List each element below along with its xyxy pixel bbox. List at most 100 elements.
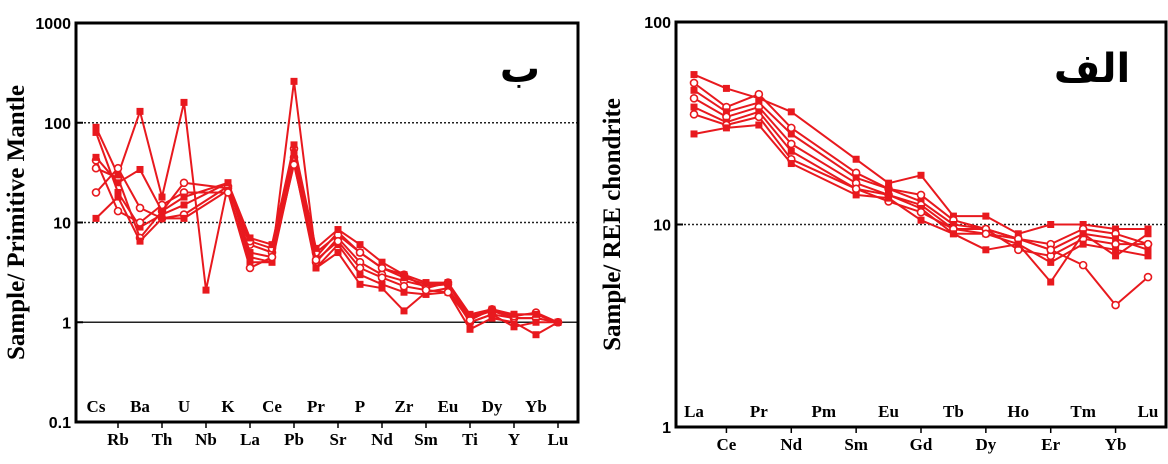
data-point bbox=[755, 108, 763, 116]
data-point bbox=[135, 203, 145, 213]
data-point bbox=[852, 191, 860, 199]
y-tick-label: 1000 bbox=[35, 16, 71, 33]
data-point bbox=[917, 216, 925, 224]
data-point bbox=[554, 318, 562, 326]
data-point bbox=[400, 307, 408, 315]
data-point bbox=[722, 124, 730, 132]
data-point bbox=[378, 284, 386, 292]
data-point bbox=[1014, 230, 1022, 238]
data-point bbox=[532, 310, 540, 318]
series-line bbox=[95, 143, 559, 324]
spider-diagram-plot: 0.1 1 10 100 1000 Sample/ Primitive Mantle ب Cs… bbox=[3, 16, 580, 449]
series-line bbox=[95, 147, 559, 324]
x-category-label: Yb bbox=[525, 397, 547, 416]
x-category-label: Rb bbox=[107, 430, 129, 449]
series-line bbox=[693, 89, 1149, 251]
data-point bbox=[356, 280, 364, 288]
data-point bbox=[690, 130, 698, 138]
data-point bbox=[158, 193, 166, 201]
data-point bbox=[1144, 230, 1152, 238]
data-point bbox=[1111, 300, 1120, 310]
data-point bbox=[787, 130, 795, 138]
data-point bbox=[488, 310, 496, 318]
data-point bbox=[290, 77, 298, 85]
series-line bbox=[693, 113, 1149, 307]
data-point bbox=[114, 179, 122, 187]
data-point bbox=[92, 214, 100, 222]
x-category-label: Yb bbox=[1105, 435, 1127, 454]
data-point bbox=[180, 98, 188, 106]
data-point bbox=[1144, 252, 1152, 260]
series-line bbox=[95, 132, 559, 336]
data-point bbox=[885, 179, 893, 187]
data-point bbox=[488, 305, 496, 313]
data-point bbox=[246, 234, 254, 242]
data-point bbox=[755, 121, 763, 129]
data-point bbox=[92, 128, 100, 136]
x-category-label: Tm bbox=[1070, 402, 1096, 421]
spider-diagram-panel: 0.1 1 10 100 1000 Sample/ Primitive Mantle ب Cs… bbox=[3, 16, 580, 449]
y-axis-label: Sample/ REE chondrite bbox=[599, 98, 626, 351]
data-point bbox=[949, 221, 957, 228]
x-category-label: Pb bbox=[284, 430, 304, 449]
x-category-label: Ce bbox=[717, 435, 737, 454]
data-point bbox=[851, 184, 861, 194]
data-point bbox=[885, 194, 893, 202]
data-point bbox=[787, 147, 795, 155]
data-point bbox=[334, 226, 342, 234]
data-point bbox=[224, 179, 232, 187]
data-point bbox=[444, 279, 452, 287]
x-category-label: Ce bbox=[262, 397, 282, 416]
x-category-label: Pm bbox=[811, 402, 836, 421]
series-line bbox=[693, 82, 1149, 246]
data-point bbox=[113, 206, 123, 216]
data-point bbox=[158, 214, 166, 222]
x-category-label: K bbox=[221, 397, 235, 416]
x-category-label: Dy bbox=[482, 397, 503, 416]
data-point bbox=[885, 185, 893, 193]
data-point bbox=[114, 193, 122, 201]
data-point bbox=[136, 165, 144, 173]
data-point bbox=[916, 207, 926, 217]
x-category-label: Nb bbox=[195, 430, 217, 449]
data-point bbox=[267, 252, 277, 262]
x-category-label: Pr bbox=[307, 397, 325, 416]
data-point bbox=[510, 310, 518, 318]
x-category-label: U bbox=[178, 397, 190, 416]
data-point bbox=[689, 110, 699, 119]
data-point bbox=[400, 271, 408, 279]
x-category-label: La bbox=[684, 402, 704, 421]
ree-diagram-panel: 1 10 100 Sample/ REE chondrite الف La Ce Pr Nd Pm… bbox=[584, 0, 1168, 464]
data-point bbox=[378, 280, 386, 288]
data-point bbox=[916, 190, 926, 200]
data-point bbox=[689, 78, 699, 88]
data-point bbox=[1143, 272, 1153, 282]
x-category-label: P bbox=[355, 397, 365, 416]
x-category-label: Sr bbox=[330, 430, 347, 449]
data-point bbox=[158, 207, 166, 215]
y-axis-label: Sample/ Primitive Mantle bbox=[3, 85, 30, 360]
x-category-label: Gd bbox=[910, 435, 933, 454]
x-category-label: Th bbox=[152, 430, 173, 449]
data-point bbox=[1112, 246, 1120, 254]
x-category-label: Sm bbox=[414, 430, 438, 449]
data-point bbox=[982, 246, 990, 254]
data-point bbox=[532, 318, 540, 326]
ree-diagram-plot: 1 10 100 Sample/ REE chondrite الف La Ce Pr Nd Pm… bbox=[599, 15, 1168, 454]
data-point bbox=[754, 89, 764, 99]
data-point bbox=[113, 163, 123, 173]
data-point bbox=[689, 93, 699, 103]
data-point bbox=[755, 99, 763, 107]
data-point bbox=[787, 108, 795, 116]
data-point bbox=[179, 178, 189, 188]
data-point bbox=[1046, 245, 1056, 255]
data-point bbox=[1079, 230, 1087, 238]
data-point bbox=[246, 253, 254, 261]
series-line bbox=[95, 80, 559, 324]
x-category-label: Ho bbox=[1007, 402, 1029, 421]
data-point bbox=[1144, 246, 1152, 254]
data-point bbox=[982, 212, 990, 220]
data-point bbox=[91, 188, 101, 197]
data-point bbox=[786, 139, 796, 149]
data-point bbox=[949, 230, 957, 238]
